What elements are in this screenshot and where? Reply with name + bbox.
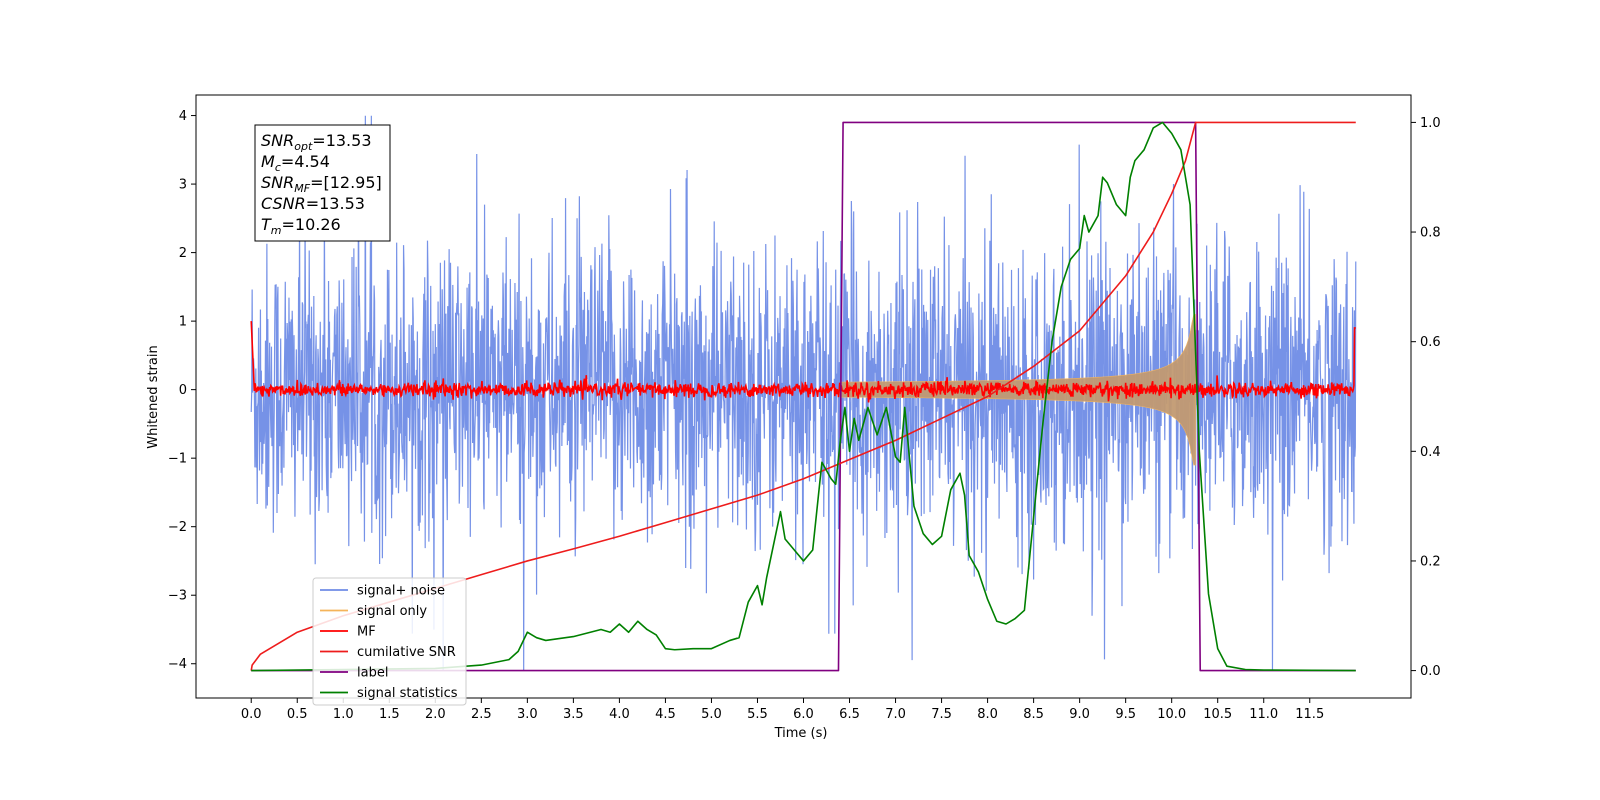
y-axis-ticks: 4 3 2 1 0 −1 −2 −3 −4 [168,109,196,672]
annotation-line: Mc=4.54 [261,152,330,174]
legend-frame [312,577,467,706]
y2-tick-label: 1.0 [1420,116,1441,131]
x-tick-label: 11.0 [1249,707,1278,722]
y-tick-label: 4 [179,109,187,124]
annotation-line: SNRopt=13.53 [261,131,372,153]
x-tick-label: 6.5 [839,707,860,722]
y2-tick-label: 0.8 [1420,226,1441,241]
annotation-line: Tm=10.26 [261,215,341,237]
annotation-box: SNRopt=13.53Mc=4.54SNRMF=[12.95]CSNR=13.… [254,124,391,242]
x-tick-label: 7.0 [885,707,906,722]
x-tick-label: 10.0 [1157,707,1186,722]
annotation-symbol: SNR [261,173,294,192]
x-tick-label: 8.5 [1023,707,1044,722]
y2-tick-label: 0.0 [1420,664,1441,679]
annotation-value: =10.26 [282,215,341,234]
legend-label: MF [357,625,376,640]
annotation-symbol: M [261,152,275,171]
plot-frame [195,94,1412,699]
x-tick-label: 8.0 [977,707,998,722]
x-tick-label: 10.5 [1203,707,1232,722]
y2-tick-label: 0.4 [1420,445,1441,460]
y2-axis-ticks: 1.0 0.8 0.6 0.4 0.2 0.0 [1411,116,1441,679]
mf-layer [250,321,1356,403]
y-tick-label: −4 [168,657,187,672]
signal-only-envelope [840,313,1196,466]
y2-tick-label: 0.6 [1420,335,1441,350]
annotation-symbol: SNR [261,131,294,150]
annotation-value: =13.53 [312,131,371,150]
x-tick-label: 0.0 [241,707,262,722]
annotation-subscript: opt [294,140,313,153]
legend-label: label [357,666,388,681]
legend: signal+ noise signal only MF cumilative SNR… [312,577,467,706]
y-tick-label: 2 [179,246,187,261]
mf-line [250,321,1356,403]
x-tick-label: 5.0 [701,707,722,722]
signal-statistics-line [251,121,1356,672]
label-line [251,121,1356,672]
annotation-subscript: MF [294,182,310,195]
annotation-value: =[12.95] [310,173,382,192]
x-tick-label: 3.0 [517,707,538,722]
legend-label: cumilative SNR [357,645,456,660]
annotation-subscript: c [275,161,281,174]
signal-only-layer [840,313,1196,466]
annotation-line: SNRMF=[12.95] [261,173,382,195]
x-tick-label: 1.5 [379,707,400,722]
legend-label: signal+ noise [357,584,445,599]
x-tick-label: 0.5 [287,707,308,722]
x-tick-label: 1.0 [333,707,354,722]
legend-label: signal statistics [357,686,458,701]
signal-noise-layer [250,115,1357,671]
annotation-value: =13.53 [306,194,365,213]
y-tick-label: −3 [168,589,187,604]
y2-tick-label: 0.2 [1420,554,1441,569]
x-tick-label: 7.5 [931,707,952,722]
y-axis-label: Whitened strain [146,345,161,448]
annotation-line: CSNR=13.53 [261,194,365,213]
x-tick-label: 4.5 [655,707,676,722]
y-tick-label: −1 [168,452,187,467]
x-axis-label: Time (s) [774,726,828,741]
annotation-symbol: T [261,215,272,234]
x-tick-label: 9.0 [1069,707,1090,722]
y-tick-label: −2 [168,520,187,535]
annotation-frame [254,124,391,242]
annotation-subscript: m [271,224,282,237]
x-tick-label: 2.0 [425,707,446,722]
x-tick-label: 4.0 [609,707,630,722]
x-tick-label: 11.5 [1295,707,1324,722]
x-tick-label: 9.5 [1115,707,1136,722]
annotation-symbol: CSNR [261,194,306,213]
y-tick-label: 3 [179,178,187,193]
legend-label: signal only [357,604,427,619]
x-axis-ticks: 0.0 0.5 1.0 1.5 2.0 2.5 3.0 3.5 4.0 4.5 5.0 5.5 6.0 6… [241,698,1324,722]
annotation-value: =4.54 [281,152,330,171]
x-tick-label: 2.5 [471,707,492,722]
signal-noise-line [250,115,1357,671]
y-tick-label: 0 [179,383,187,398]
x-tick-label: 6.0 [793,707,814,722]
x-tick-label: 3.5 [563,707,584,722]
x-tick-label: 5.5 [747,707,768,722]
y-tick-label: 1 [179,315,187,330]
